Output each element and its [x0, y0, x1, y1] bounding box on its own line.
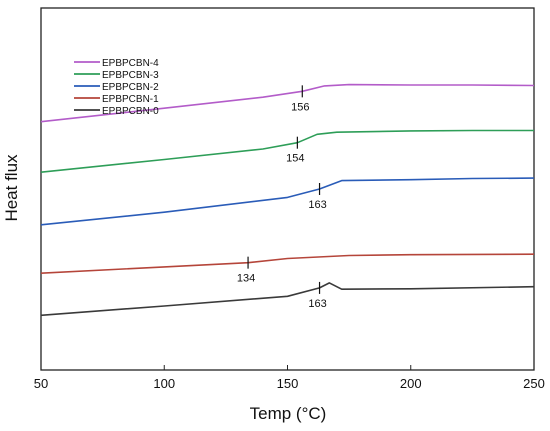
legend: EPBPCBN-4EPBPCBN-3EPBPCBN-2EPBPCBN-1EPBP… [74, 58, 159, 117]
series-line-epbpcbn-1 [40, 253, 535, 274]
series-lines [40, 83, 535, 317]
legend-label: EPBPCBN-0 [102, 106, 159, 117]
tg-label: 156 [291, 101, 309, 113]
legend-label: EPBPCBN-4 [102, 58, 159, 69]
x-tick-label: 150 [277, 376, 299, 391]
series-line-epbpcbn-4 [40, 83, 535, 123]
series-line-epbpcbn-0 [40, 282, 535, 317]
tg-label: 163 [308, 298, 326, 310]
x-axis-ticks: 50 100 150 200 250 [34, 365, 545, 391]
legend-label: EPBPCBN-1 [102, 94, 159, 105]
x-tick-label: 100 [153, 376, 175, 391]
tg-annotations: 156 154 163 134 163 [237, 85, 327, 310]
tg-label: 163 [308, 199, 326, 211]
tg-label: 134 [237, 273, 255, 285]
series-line-epbpcbn-2 [40, 177, 535, 226]
series-line-epbpcbn-3 [40, 129, 534, 173]
x-tick-label: 50 [34, 376, 48, 391]
x-tick-label: 200 [400, 376, 422, 391]
tg-label: 154 [286, 153, 304, 165]
x-axis-title: Temp (°C) [250, 404, 327, 423]
legend-label: EPBPCBN-3 [102, 70, 159, 81]
y-axis-title: Heat flux [2, 154, 21, 222]
legend-label: EPBPCBN-2 [102, 82, 159, 93]
x-tick-label: 250 [523, 376, 545, 391]
